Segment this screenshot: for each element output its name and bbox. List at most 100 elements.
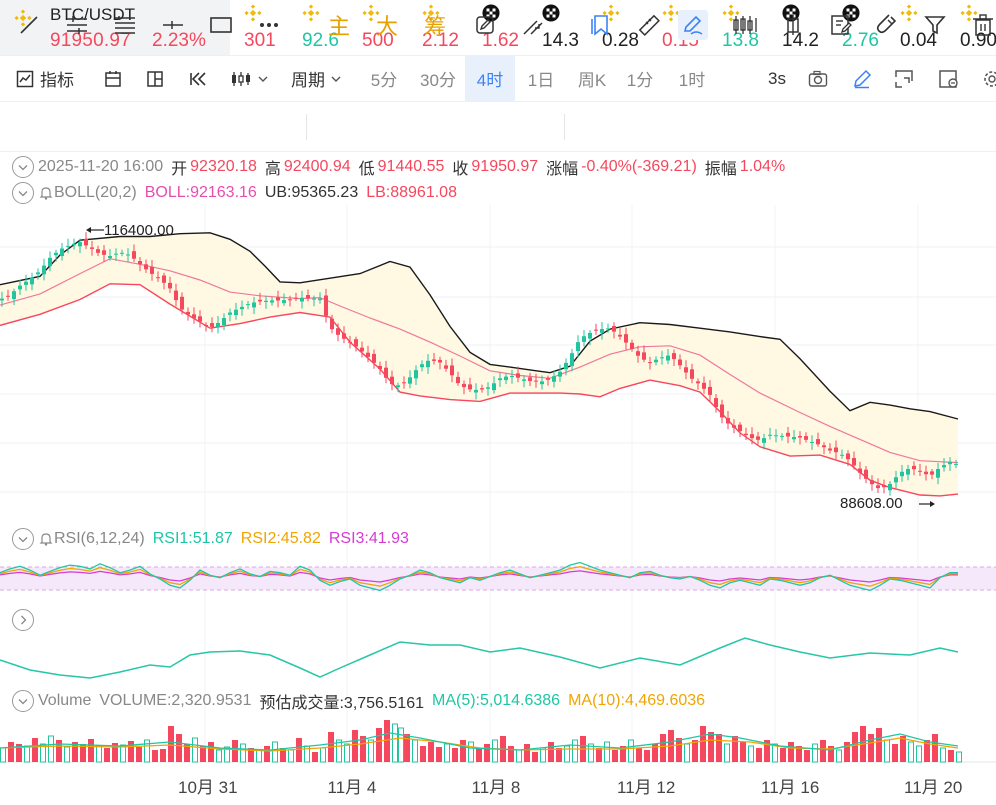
candle-body bbox=[600, 329, 604, 333]
ruler-tool[interactable] bbox=[634, 10, 664, 40]
volume-value: VOLUME:2,320.9531 bbox=[99, 692, 252, 709]
candle-body bbox=[690, 369, 694, 379]
volume-bar bbox=[152, 750, 158, 762]
big-trader-toggle[interactable]: 大 bbox=[376, 15, 399, 40]
boll-name: BOLL(20,2) bbox=[54, 184, 137, 201]
mini-ticker[interactable]: 1.62 bbox=[470, 0, 526, 55]
timeframe-3[interactable]: 1日 bbox=[527, 71, 555, 90]
chart-type-button[interactable] bbox=[230, 56, 268, 101]
timeframe-2[interactable]: 4时 bbox=[465, 56, 515, 101]
main-ticker[interactable]: BTC/USDT 91950.97 2.23% bbox=[0, 0, 230, 55]
image-button[interactable] bbox=[938, 56, 960, 101]
expand-toggle[interactable] bbox=[12, 609, 34, 631]
indicators-button[interactable]: 指标 bbox=[16, 56, 74, 101]
candle-body bbox=[930, 471, 934, 475]
collapse-toggle[interactable] bbox=[12, 156, 34, 178]
collapse-toggle[interactable] bbox=[12, 528, 34, 550]
candle-body bbox=[936, 469, 940, 478]
magnet-snap-tool[interactable] bbox=[872, 10, 902, 40]
more-tools[interactable] bbox=[254, 10, 284, 40]
mini-ticker[interactable]: 301 bbox=[232, 0, 288, 55]
mini-ticker[interactable]: 0.04 bbox=[888, 0, 944, 55]
volume-bar bbox=[700, 726, 706, 762]
image-icon bbox=[939, 69, 958, 88]
layout-button[interactable] bbox=[146, 56, 164, 101]
mini-ticker-value: 14.3 bbox=[542, 30, 579, 51]
mini-ticker[interactable]: 0.28 bbox=[590, 0, 646, 55]
channel-tool[interactable] bbox=[110, 10, 140, 40]
rectangle-tool[interactable] bbox=[206, 10, 236, 40]
refresh-interval[interactable]: 3s bbox=[768, 68, 786, 88]
candle-body bbox=[258, 299, 262, 302]
candle-body bbox=[516, 373, 520, 378]
replay-button[interactable] bbox=[189, 56, 209, 101]
template-button[interactable] bbox=[104, 56, 122, 101]
brush-icon bbox=[683, 15, 703, 35]
candle-body bbox=[312, 298, 316, 300]
measure-tool[interactable] bbox=[518, 10, 548, 40]
candle-body bbox=[84, 238, 88, 246]
volume-bar bbox=[256, 749, 262, 763]
pattern-tool[interactable] bbox=[730, 10, 760, 40]
magnet-icon bbox=[876, 14, 897, 34]
mini-ticker[interactable]: 14.2 bbox=[770, 0, 826, 55]
mini-ticker[interactable]: 92.6 bbox=[290, 0, 346, 55]
x-axis-label: 10月 31 bbox=[178, 778, 238, 797]
candle-body bbox=[318, 298, 322, 301]
magnet-tool[interactable] bbox=[470, 10, 500, 40]
candle-body bbox=[138, 261, 142, 265]
timeframe-5[interactable]: 1分 bbox=[626, 71, 654, 90]
order-button[interactable] bbox=[894, 56, 914, 101]
candle-body bbox=[534, 380, 538, 382]
timeframe-0[interactable]: 5分 bbox=[370, 71, 398, 90]
chips-toggle[interactable]: 筹 bbox=[424, 15, 447, 40]
toolbar-separator bbox=[306, 114, 307, 140]
candle-body bbox=[702, 382, 706, 389]
mini-ticker-value: 0.04 bbox=[900, 30, 937, 51]
long-short-tool[interactable] bbox=[778, 10, 808, 40]
candle-body bbox=[168, 282, 172, 289]
delete-tool[interactable] bbox=[968, 10, 996, 40]
candle-body bbox=[264, 300, 268, 302]
candle-body bbox=[432, 359, 436, 361]
brush-tool[interactable] bbox=[678, 10, 708, 40]
volume-bar bbox=[948, 750, 954, 762]
timeframe-1[interactable]: 30分 bbox=[420, 71, 456, 90]
bell-icon[interactable] bbox=[38, 531, 54, 547]
rsi1-value: RSI1:51.87 bbox=[152, 530, 233, 547]
volume-bar bbox=[168, 726, 174, 762]
draw-button[interactable] bbox=[852, 56, 872, 101]
volume-bar bbox=[288, 749, 294, 763]
mini-ticker-value: 2.76 bbox=[842, 30, 879, 51]
volume-bar bbox=[900, 736, 906, 762]
trend-line-tool[interactable] bbox=[14, 10, 44, 40]
filter-tool[interactable] bbox=[920, 10, 950, 40]
screenshot-button[interactable] bbox=[808, 56, 828, 101]
horizontal-lines-tool[interactable] bbox=[62, 10, 92, 40]
mini-ticker[interactable]: 14.3 bbox=[530, 0, 586, 55]
volume-bar bbox=[484, 744, 490, 762]
horizontal-ray-tool[interactable] bbox=[158, 10, 188, 40]
period-selector[interactable]: 周期 bbox=[291, 56, 341, 101]
volume-bar bbox=[620, 746, 626, 762]
collapse-toggle[interactable] bbox=[12, 182, 34, 204]
mini-ticker[interactable]: 500 bbox=[350, 0, 406, 55]
timeframe-4[interactable]: 周K bbox=[577, 71, 607, 90]
candle-body bbox=[696, 381, 700, 384]
note-tool[interactable] bbox=[826, 10, 856, 40]
mini-ticker[interactable]: 2.12 bbox=[410, 0, 466, 55]
position-icon bbox=[787, 15, 799, 35]
mini-ticker[interactable]: 13.8 bbox=[710, 0, 766, 55]
bell-icon[interactable] bbox=[38, 185, 54, 201]
mini-ticker[interactable]: 2.76 bbox=[830, 0, 886, 55]
candle-body bbox=[822, 445, 826, 448]
candle-body bbox=[6, 295, 10, 297]
settings-button[interactable] bbox=[982, 56, 996, 101]
volume-bar bbox=[184, 744, 190, 762]
main-indicator-toggle[interactable]: 主 bbox=[328, 15, 351, 40]
timeframe-6[interactable]: 1时 bbox=[678, 71, 706, 90]
collapse-toggle[interactable] bbox=[12, 690, 34, 712]
copy-tool[interactable] bbox=[586, 10, 616, 40]
candle-body bbox=[780, 435, 784, 437]
